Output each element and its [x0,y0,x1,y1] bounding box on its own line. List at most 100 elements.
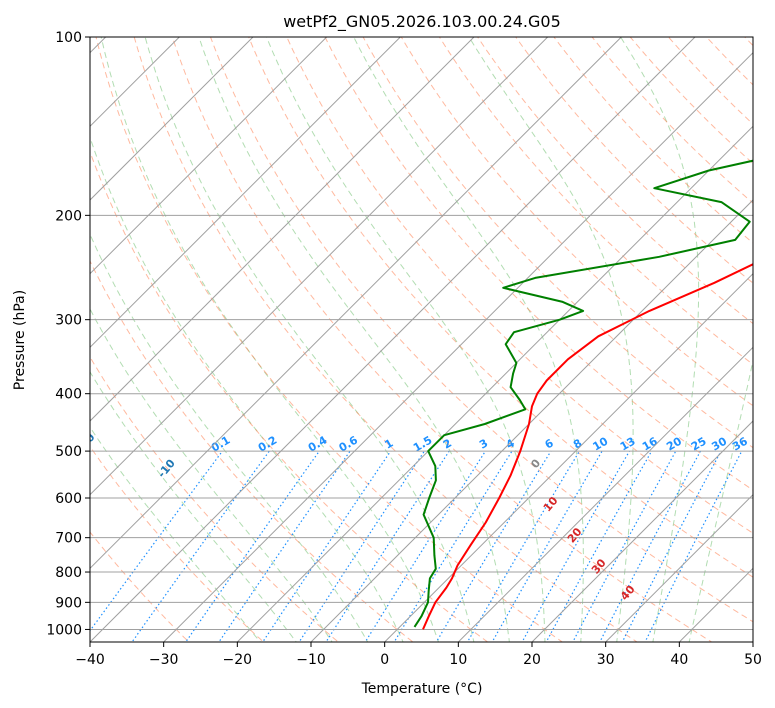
moist-adiabat-line [144,37,475,642]
plot-frame [89,36,754,643]
x-tick-label: −20 [223,652,253,668]
y-tick-label: 800 [55,565,82,581]
y-tick-label: 600 [55,491,82,507]
y-tick-label: 700 [55,531,82,547]
moist-adiabat-line [100,37,440,642]
dry-adiabat-line [90,445,265,642]
moist-adiabat-line [90,308,333,642]
dry-adiabat-line [667,37,753,125]
isotherm-line [90,37,401,349]
y-tick-label: 500 [55,444,82,460]
dry-adiabats [90,24,775,654]
moist-adiabat-line [198,37,510,642]
y-tick-label: 1000 [46,622,82,638]
isotherm-line [752,641,753,642]
y-axis-label: Pressure (hPa) [12,290,28,390]
x-tick-label: 30 [597,652,615,668]
dry-adiabat-line [209,37,753,623]
dry-adiabat-line [90,259,414,642]
mixing-ratio-line [298,450,425,642]
isotherm-line [236,125,753,642]
dry-adiabat-line [90,356,340,642]
moist-adiabat-line [620,37,700,642]
y-tick-label: 300 [55,313,82,329]
isotherm-line [90,37,328,275]
isotherm-line [90,37,254,201]
isotherm-line [384,272,753,642]
isotherm-line [678,567,753,642]
isotherm-line [90,37,696,642]
dry-adiabat-line [362,37,753,449]
moist-adiabat-line [90,370,297,642]
y-tick-label: 100 [55,30,82,46]
mixing-ratio-line [262,450,392,642]
moist-adiabat-label: 20 [565,525,585,545]
mixing-ratio-line [466,450,580,642]
moist-adiabat-line [688,358,753,642]
moist-adiabat-label: 30 [589,556,609,576]
dry-adiabat-label: -20 [75,431,98,455]
isotherm-line [90,37,549,496]
dry-adiabat-line [400,37,753,407]
dry-adiabat-line [133,37,638,642]
isotherm-line [605,493,753,642]
y-axis-ticks: 1000 900 800 700 600 500 400 300 200 100 [46,30,90,638]
dry-adiabat-line [629,37,753,165]
isotherm-line [163,51,753,642]
mixing-ratio-line [325,450,450,642]
isotherm-line [531,420,753,642]
moist-adiabat-label: 0 [528,456,543,470]
profile-series [413,159,753,630]
x-axis-label: Temperature (°C) [361,681,483,697]
dry-adiabat-label: -10 [155,457,178,481]
x-axis-ticks: −40 −30 −20 −10 0 10 20 30 40 50 [75,642,762,668]
isotherm-line [310,199,753,642]
x-tick-label: 10 [449,652,467,668]
chart-title: wetPf2_GN05.2026.103.00.24.G05 [283,12,561,32]
mixing-ratio-line [644,450,743,642]
dry-adiabat-line [248,37,753,578]
x-tick-label: −10 [296,652,326,668]
y-tick-label: 200 [55,208,82,224]
dry-adiabat-line [438,37,753,366]
mixing-ratio-label: 4 [504,436,517,451]
dry-adiabat-line [744,37,753,47]
dry-adiabat-label: -30 [0,395,17,419]
moist-adiabats [90,37,753,642]
mixing-ratio-label: 6 [543,436,556,451]
moist-adiabat-line [266,37,546,642]
moist-adiabat-line [468,37,634,642]
dry-adiabat-line [705,37,753,86]
dry-adiabat-line [90,150,489,642]
dewpoint-profile-line [413,159,753,628]
x-tick-label: 0 [380,652,389,668]
moist-adiabat-line [90,426,261,642]
dry-adiabat-line [324,37,753,491]
mixing-ratio-line [435,450,552,642]
y-tick-label: 900 [55,595,82,611]
x-tick-label: 50 [744,652,762,668]
dry-adiabat-line [477,37,753,325]
mixing-ratio-line [393,450,513,642]
isotherm-line [90,37,475,422]
x-tick-label: −40 [75,652,105,668]
dry-adiabat-line [171,37,713,642]
mixing-ratio-line [90,450,223,632]
dry-adiabat-line [553,37,753,244]
dry-adiabat-line [90,531,190,642]
temperature-profile-line [422,263,753,630]
mixing-ratio-line [545,450,653,642]
mixing-ratio-label: 2 [441,437,454,452]
mixing-ratio-line [131,450,270,642]
dry-adiabat-line [770,24,775,654]
isotherm-line [90,37,622,570]
x-tick-label: −30 [149,652,179,668]
dry-adiabat-line [591,37,753,204]
dry-adiabat-line [95,37,564,642]
y-tick-label: 400 [55,387,82,403]
isotherm-line [457,346,753,642]
moist-adiabat-line [353,37,584,642]
